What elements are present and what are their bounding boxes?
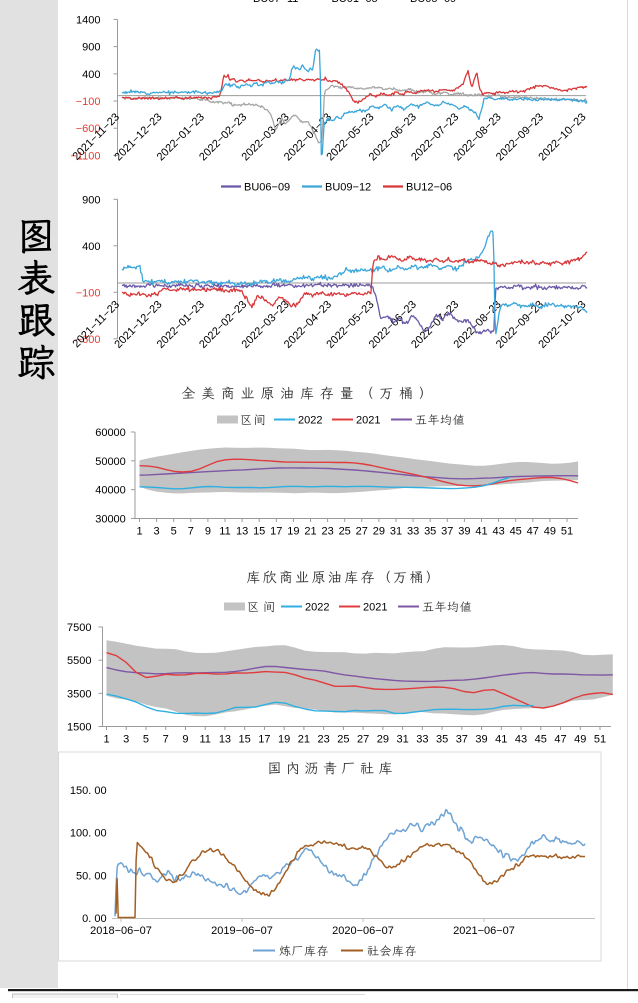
svg-text:15: 15 [253, 526, 265, 538]
svg-text:33: 33 [407, 526, 419, 538]
svg-text:−100: −100 [76, 96, 101, 108]
svg-text:29: 29 [373, 526, 385, 538]
svg-text:BU12−06: BU12−06 [406, 182, 452, 194]
svg-text:1400: 1400 [76, 14, 100, 26]
svg-text:7: 7 [163, 734, 169, 746]
svg-text:50000: 50000 [95, 456, 126, 468]
svg-text:150. 00: 150. 00 [70, 785, 107, 797]
svg-text:49: 49 [544, 526, 556, 538]
svg-text:2022: 2022 [298, 415, 322, 427]
svg-text:30000: 30000 [95, 514, 126, 526]
svg-text:100. 00: 100. 00 [70, 828, 107, 840]
svg-text:5: 5 [171, 526, 177, 538]
svg-text:11: 11 [219, 526, 230, 538]
svg-text:41: 41 [475, 526, 487, 538]
svg-text:0. 00: 0. 00 [82, 913, 106, 925]
svg-text:1500: 1500 [67, 722, 91, 734]
svg-text:1: 1 [103, 734, 109, 746]
svg-text:13: 13 [236, 526, 248, 538]
svg-text:−600: −600 [76, 123, 101, 135]
svg-text:−1100: −1100 [70, 150, 100, 162]
svg-text:1: 1 [136, 526, 142, 538]
svg-text:15: 15 [239, 734, 251, 746]
svg-text:31: 31 [390, 526, 402, 538]
svg-text:13: 13 [219, 734, 231, 746]
svg-text:9: 9 [205, 526, 211, 538]
svg-text:40000: 40000 [95, 485, 126, 497]
svg-text:21: 21 [304, 526, 316, 538]
svg-text:400: 400 [82, 69, 100, 81]
svg-text:27: 27 [357, 734, 369, 746]
svg-text:7: 7 [188, 526, 194, 538]
svg-text:21: 21 [298, 734, 310, 746]
svg-text:2022: 2022 [305, 602, 329, 614]
svg-text:23: 23 [318, 734, 330, 746]
svg-text:400: 400 [82, 241, 100, 253]
svg-text:45: 45 [535, 734, 547, 746]
svg-text:9: 9 [182, 734, 188, 746]
svg-text:45: 45 [510, 526, 522, 538]
svg-text:35: 35 [424, 526, 436, 538]
svg-text:2021: 2021 [356, 415, 380, 427]
svg-text:43: 43 [492, 526, 504, 538]
svg-text:51: 51 [594, 734, 606, 746]
svg-text:BU01−05: BU01−05 [332, 0, 378, 5]
svg-text:900: 900 [82, 42, 100, 54]
svg-text:19: 19 [278, 734, 290, 746]
svg-text:7500: 7500 [67, 622, 91, 634]
svg-text:3: 3 [154, 526, 160, 538]
svg-text:5500: 5500 [67, 655, 91, 667]
svg-text:49: 49 [574, 734, 586, 746]
svg-text:25: 25 [339, 526, 351, 538]
svg-text:41: 41 [495, 734, 507, 746]
svg-text:33: 33 [416, 734, 428, 746]
svg-text:27: 27 [356, 526, 368, 538]
svg-text:51: 51 [561, 526, 573, 538]
svg-text:19: 19 [287, 526, 299, 538]
svg-text:2019−06−07: 2019−06−07 [211, 925, 273, 937]
svg-text:47: 47 [554, 734, 566, 746]
svg-text:−100: −100 [76, 287, 101, 299]
svg-text:BU09−12: BU09−12 [325, 182, 371, 194]
svg-text:2021: 2021 [363, 602, 387, 614]
svg-text:11: 11 [199, 734, 210, 746]
svg-text:50. 00: 50. 00 [76, 870, 107, 882]
svg-text:BU07−11: BU07−11 [253, 0, 298, 5]
svg-text:17: 17 [258, 734, 270, 746]
svg-text:900: 900 [82, 194, 100, 206]
svg-text:29: 29 [377, 734, 389, 746]
svg-text:17: 17 [270, 526, 282, 538]
svg-text:BU05−09: BU05−09 [410, 0, 456, 5]
svg-text:−600: −600 [76, 334, 101, 346]
svg-text:39: 39 [458, 526, 470, 538]
svg-text:2018−06−07: 2018−06−07 [90, 925, 152, 937]
svg-text:43: 43 [515, 734, 527, 746]
svg-text:31: 31 [396, 734, 408, 746]
svg-text:3500: 3500 [67, 688, 91, 700]
svg-text:2021−06−07: 2021−06−07 [453, 925, 515, 937]
svg-text:5: 5 [143, 734, 149, 746]
svg-text:39: 39 [475, 734, 487, 746]
svg-text:3: 3 [123, 734, 129, 746]
svg-text:25: 25 [337, 734, 349, 746]
svg-text:37: 37 [456, 734, 468, 746]
svg-text:37: 37 [441, 526, 453, 538]
svg-text:2020−06−07: 2020−06−07 [332, 925, 394, 937]
svg-text:47: 47 [527, 526, 539, 538]
svg-text:60000: 60000 [95, 427, 126, 439]
svg-text:23: 23 [321, 526, 333, 538]
svg-text:35: 35 [436, 734, 448, 746]
svg-text:BU06−09: BU06−09 [244, 182, 290, 194]
